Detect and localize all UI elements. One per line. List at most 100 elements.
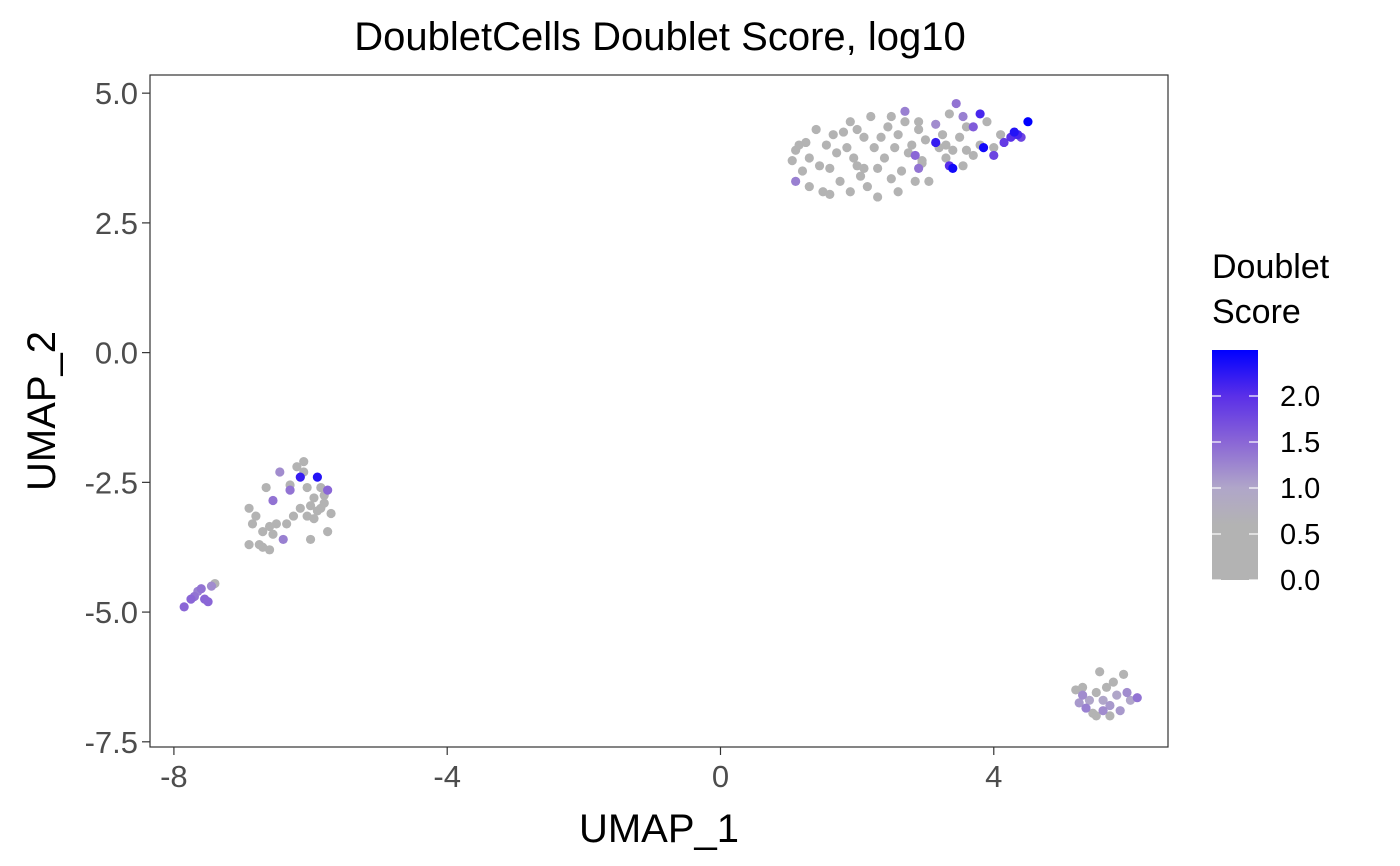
scatter-point [845, 117, 855, 127]
panel-border [149, 74, 1169, 748]
scatter-point [1077, 682, 1088, 692]
scatter-point [821, 140, 831, 150]
scatter-point [268, 495, 278, 506]
points-layer [179, 98, 1142, 721]
scatter-point [917, 156, 927, 166]
scatter-point [859, 132, 869, 142]
scatter-point [302, 482, 312, 493]
scatter-point [814, 161, 825, 171]
scatter-point [838, 127, 849, 137]
scatter-point [1101, 682, 1112, 692]
scatter-point [1009, 127, 1019, 137]
scatter-point [996, 130, 1006, 140]
scatter-point [886, 111, 896, 122]
scatter-point [1122, 687, 1132, 698]
legend-title-line-1: Doublet [1212, 248, 1330, 286]
color-legend: Doublet Score 2.0 1.5 1.0 0.5 0.0 [1212, 248, 1330, 597]
scatter-point [295, 503, 305, 513]
scatter-point [893, 130, 903, 140]
scatter-point [1105, 711, 1115, 721]
y-tick-label: -2.5 [85, 465, 138, 500]
scatter-point [914, 117, 924, 127]
scatter-point [975, 109, 985, 119]
scatter-point [978, 143, 989, 153]
scatter-point [873, 163, 883, 174]
legend-ticks: 2.0 1.5 1.0 0.5 0.0 [1212, 381, 1320, 597]
scatter-point [914, 163, 924, 174]
scatter-point [845, 187, 855, 197]
scatter-point [842, 143, 852, 153]
scatter-point [1091, 711, 1101, 721]
scatter-point [801, 137, 811, 148]
scatter-point [890, 143, 900, 153]
scatter-point [879, 153, 890, 163]
scatter-point [900, 106, 910, 116]
x-tick-label: -4 [433, 759, 461, 794]
scatter-point [305, 534, 316, 545]
scatter-point [271, 519, 281, 529]
scatter-point [299, 456, 309, 467]
scatter-point [244, 540, 254, 550]
scatter-point [1098, 706, 1108, 716]
scatter-point [1023, 117, 1033, 127]
scatter-point [948, 145, 958, 155]
scatter-point [989, 150, 999, 161]
scatter-point [883, 122, 893, 132]
scatter-point [961, 145, 972, 155]
scatter-point [309, 493, 319, 503]
scatter-point [948, 163, 958, 174]
scatter-point [951, 98, 961, 109]
scatter-point [835, 176, 845, 186]
legend-tick-label: 0.5 [1280, 519, 1320, 551]
scatter-point [828, 130, 838, 140]
x-tick-label: 0 [712, 759, 729, 794]
legend-tick-label: 1.0 [1280, 473, 1320, 505]
scatter-point [941, 140, 951, 150]
scatter-point [914, 124, 924, 135]
scatter-point [869, 143, 879, 153]
scatter-point [288, 511, 299, 521]
scatter-point [873, 192, 883, 202]
scatter-point [179, 602, 189, 612]
scatter-point [1074, 698, 1084, 708]
scatter-point [1108, 677, 1118, 687]
scatter-point [275, 467, 285, 477]
scatter-point [282, 519, 292, 529]
scatter-point [787, 156, 797, 166]
scatter-point [958, 161, 968, 171]
x-axis-title: UMAP_1 [579, 807, 739, 851]
scatter-point [797, 166, 808, 176]
scatter-point [924, 176, 934, 186]
scatter-point [876, 132, 886, 142]
scatter-point [295, 472, 305, 482]
scatter-point [1095, 667, 1105, 677]
scatter-point [791, 176, 801, 186]
scatter-point [989, 143, 999, 153]
scatter-point [931, 119, 941, 129]
scatter-point [1105, 700, 1115, 711]
scatter-point [999, 137, 1009, 148]
scatter-point [804, 181, 814, 192]
scatter-point [896, 166, 907, 176]
scatter-point [264, 545, 275, 555]
scatter-point [1115, 706, 1125, 716]
scatter-point [278, 534, 288, 545]
scatter-point [292, 462, 302, 472]
scatter-point [1132, 693, 1142, 703]
scatter-point [203, 597, 213, 607]
scatter-point [941, 153, 951, 163]
scatter-point [1077, 690, 1088, 700]
y-tick-label: -5.0 [85, 595, 138, 630]
legend-title-line-2: Score [1212, 293, 1301, 331]
scatter-point [825, 163, 835, 174]
legend-color-bar [1212, 350, 1258, 580]
scatter-point [958, 111, 968, 122]
scatter-point [900, 117, 910, 127]
scatter-point [852, 124, 862, 135]
scatter-point [206, 581, 217, 591]
y-tick-label: 5.0 [95, 76, 138, 111]
scatter-point [866, 111, 876, 122]
scatter-point [955, 132, 965, 142]
scatter-point [196, 584, 206, 594]
